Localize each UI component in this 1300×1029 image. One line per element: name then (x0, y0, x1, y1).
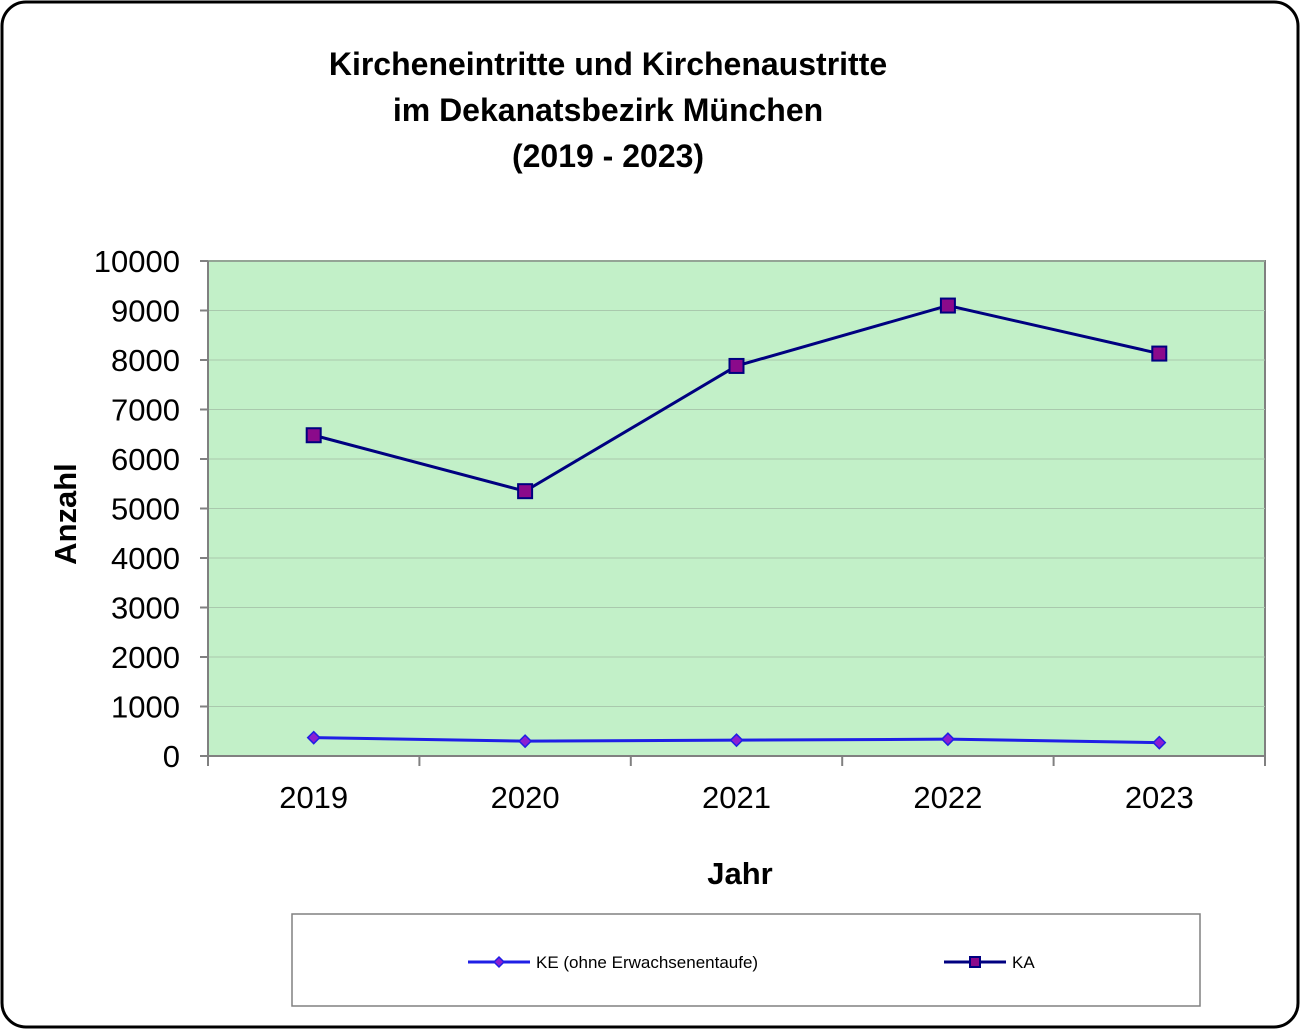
legend-marker (969, 956, 981, 968)
x-tick-label: 2023 (1125, 780, 1194, 815)
y-axis: 0 1000 2000 3000 4000 5000 6000 7000 8000 9000 100… (94, 244, 209, 774)
data-point (518, 734, 533, 749)
data-point (1152, 735, 1167, 750)
series-2 (305, 297, 1168, 500)
data-point (728, 357, 745, 374)
legend-marker (492, 955, 506, 969)
y-tick-label: 4000 (111, 541, 180, 576)
x-tick-label: 2020 (491, 780, 560, 815)
data-point (729, 733, 744, 748)
legend-label: KE (ohne Erwachsenentaufe) (536, 953, 758, 972)
title-line-3: (2019 - 2023) (512, 138, 704, 174)
y-tick-label: 9000 (111, 294, 180, 329)
y-tick-label: 10000 (94, 244, 180, 279)
y-tick-label: 5000 (111, 492, 180, 527)
x-tick-label: 2019 (279, 780, 348, 815)
series-1 (306, 730, 1167, 750)
y-tick-label: 1000 (111, 690, 180, 725)
y-tick-label: 7000 (111, 393, 180, 428)
legend: KE (ohne Erwachsenentaufe) KA (291, 913, 1201, 1007)
title-line-1: Kircheneintritte und Kirchenaustritte (329, 46, 887, 82)
x-tick-label: 2022 (913, 780, 982, 815)
legend-label: KA (1012, 953, 1035, 972)
legend-item: KE (ohne Erwachsenentaufe) (468, 953, 758, 972)
data-point (939, 297, 956, 314)
legend-item: KA (944, 953, 1035, 972)
chart-title: Kircheneintritte und Kirchenaustritte im… (329, 46, 887, 174)
y-tick-label: 0 (163, 739, 180, 774)
data-point (306, 730, 321, 745)
data-point (517, 483, 534, 500)
gridlines (208, 260, 1265, 707)
data-point (1151, 345, 1168, 362)
x-axis: 2019 2020 2021 2022 2023 (207, 755, 1266, 815)
x-axis-title: Jahr (707, 856, 772, 891)
y-axis-title: Anzahl (48, 463, 83, 565)
x-tick-label: 2021 (702, 780, 771, 815)
y-tick-label: 2000 (111, 640, 180, 675)
title-line-2: im Dekanatsbezirk München (393, 92, 823, 128)
data-point (940, 732, 955, 747)
y-tick-label: 6000 (111, 442, 180, 477)
series-layer (305, 297, 1168, 750)
y-tick-label: 3000 (111, 591, 180, 626)
legend-box (291, 913, 1201, 1007)
data-point (305, 427, 322, 444)
y-tick-label: 8000 (111, 343, 180, 378)
